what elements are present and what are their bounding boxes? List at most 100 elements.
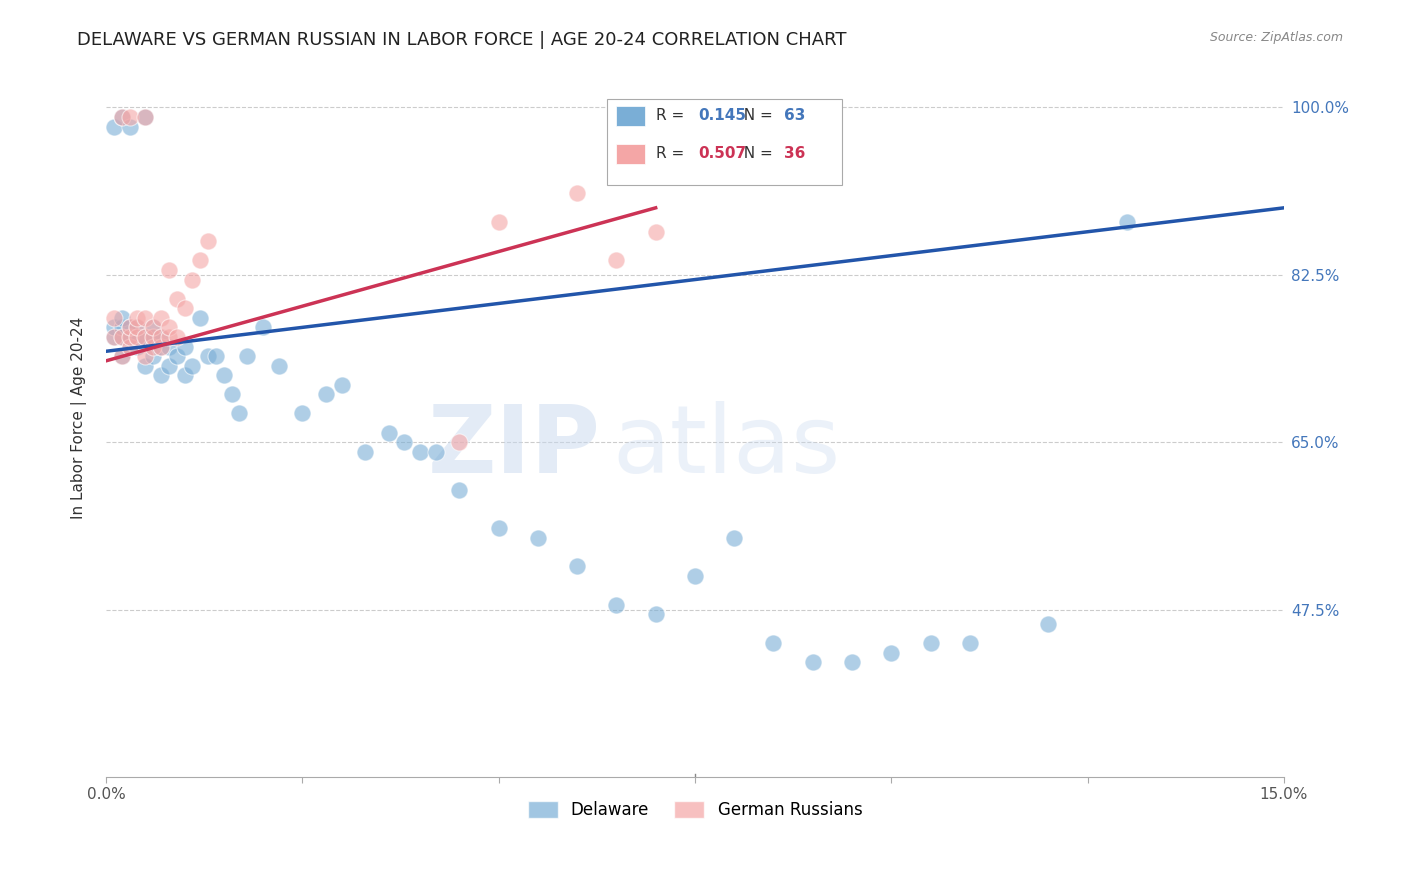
- Point: [228, 407, 250, 421]
- Text: Source: ZipAtlas.com: Source: ZipAtlas.com: [1209, 31, 1343, 45]
- Point: [252, 320, 274, 334]
- Point: [111, 349, 134, 363]
- Point: [134, 359, 156, 373]
- Text: 0.507: 0.507: [699, 145, 747, 161]
- Point: [644, 607, 666, 622]
- Point: [723, 531, 745, 545]
- Point: [841, 655, 863, 669]
- Point: [488, 521, 510, 535]
- Point: [149, 310, 172, 325]
- Point: [111, 349, 134, 363]
- Point: [394, 435, 416, 450]
- Point: [111, 110, 134, 124]
- Point: [118, 320, 141, 334]
- Point: [205, 349, 228, 363]
- Point: [920, 636, 942, 650]
- Point: [127, 320, 149, 334]
- Point: [149, 339, 172, 353]
- Point: [157, 339, 180, 353]
- Point: [142, 320, 165, 334]
- Point: [197, 349, 219, 363]
- Point: [118, 339, 141, 353]
- Point: [111, 330, 134, 344]
- Point: [118, 330, 141, 344]
- Text: R =: R =: [657, 145, 689, 161]
- Point: [142, 320, 165, 334]
- Point: [236, 349, 259, 363]
- Point: [157, 263, 180, 277]
- Text: N =: N =: [734, 108, 778, 123]
- Point: [801, 655, 824, 669]
- Point: [291, 407, 314, 421]
- FancyBboxPatch shape: [616, 106, 645, 127]
- Point: [959, 636, 981, 650]
- Text: ZIP: ZIP: [427, 401, 600, 493]
- Point: [188, 253, 211, 268]
- Y-axis label: In Labor Force | Age 20-24: In Labor Force | Age 20-24: [72, 318, 87, 519]
- Point: [142, 330, 165, 344]
- Point: [111, 330, 134, 344]
- Point: [181, 359, 204, 373]
- Point: [425, 444, 447, 458]
- Point: [565, 186, 588, 201]
- Point: [111, 310, 134, 325]
- Point: [103, 330, 125, 344]
- Point: [1038, 616, 1060, 631]
- Text: 0.145: 0.145: [699, 108, 747, 123]
- Point: [103, 120, 125, 134]
- Point: [166, 330, 188, 344]
- Point: [134, 330, 156, 344]
- Point: [118, 120, 141, 134]
- Point: [118, 320, 141, 334]
- Point: [134, 310, 156, 325]
- Point: [149, 368, 172, 383]
- Legend: Delaware, German Russians: Delaware, German Russians: [520, 795, 869, 826]
- Point: [142, 339, 165, 353]
- Point: [111, 110, 134, 124]
- Point: [330, 377, 353, 392]
- Point: [157, 330, 180, 344]
- Point: [103, 320, 125, 334]
- FancyBboxPatch shape: [606, 99, 842, 186]
- Point: [173, 339, 195, 353]
- Point: [134, 330, 156, 344]
- Point: [134, 110, 156, 124]
- Point: [605, 598, 627, 612]
- Text: N =: N =: [734, 145, 778, 161]
- Point: [149, 339, 172, 353]
- Point: [449, 483, 471, 497]
- Text: 36: 36: [785, 145, 806, 161]
- Point: [111, 320, 134, 334]
- Point: [188, 310, 211, 325]
- Point: [409, 444, 432, 458]
- Point: [157, 320, 180, 334]
- Point: [103, 310, 125, 325]
- Point: [127, 310, 149, 325]
- Text: 63: 63: [785, 108, 806, 123]
- Point: [315, 387, 337, 401]
- FancyBboxPatch shape: [616, 144, 645, 163]
- Point: [142, 330, 165, 344]
- Point: [221, 387, 243, 401]
- Point: [103, 330, 125, 344]
- Point: [197, 235, 219, 249]
- Point: [118, 330, 141, 344]
- Point: [127, 320, 149, 334]
- Point: [644, 225, 666, 239]
- Point: [149, 330, 172, 344]
- Point: [212, 368, 235, 383]
- Point: [527, 531, 550, 545]
- Point: [354, 444, 377, 458]
- Point: [142, 349, 165, 363]
- Point: [683, 569, 706, 583]
- Point: [880, 646, 903, 660]
- Point: [449, 435, 471, 450]
- Point: [173, 368, 195, 383]
- Point: [118, 339, 141, 353]
- Text: DELAWARE VS GERMAN RUSSIAN IN LABOR FORCE | AGE 20-24 CORRELATION CHART: DELAWARE VS GERMAN RUSSIAN IN LABOR FORC…: [77, 31, 846, 49]
- Point: [127, 339, 149, 353]
- Text: R =: R =: [657, 108, 689, 123]
- Point: [166, 349, 188, 363]
- Point: [488, 215, 510, 229]
- Point: [166, 292, 188, 306]
